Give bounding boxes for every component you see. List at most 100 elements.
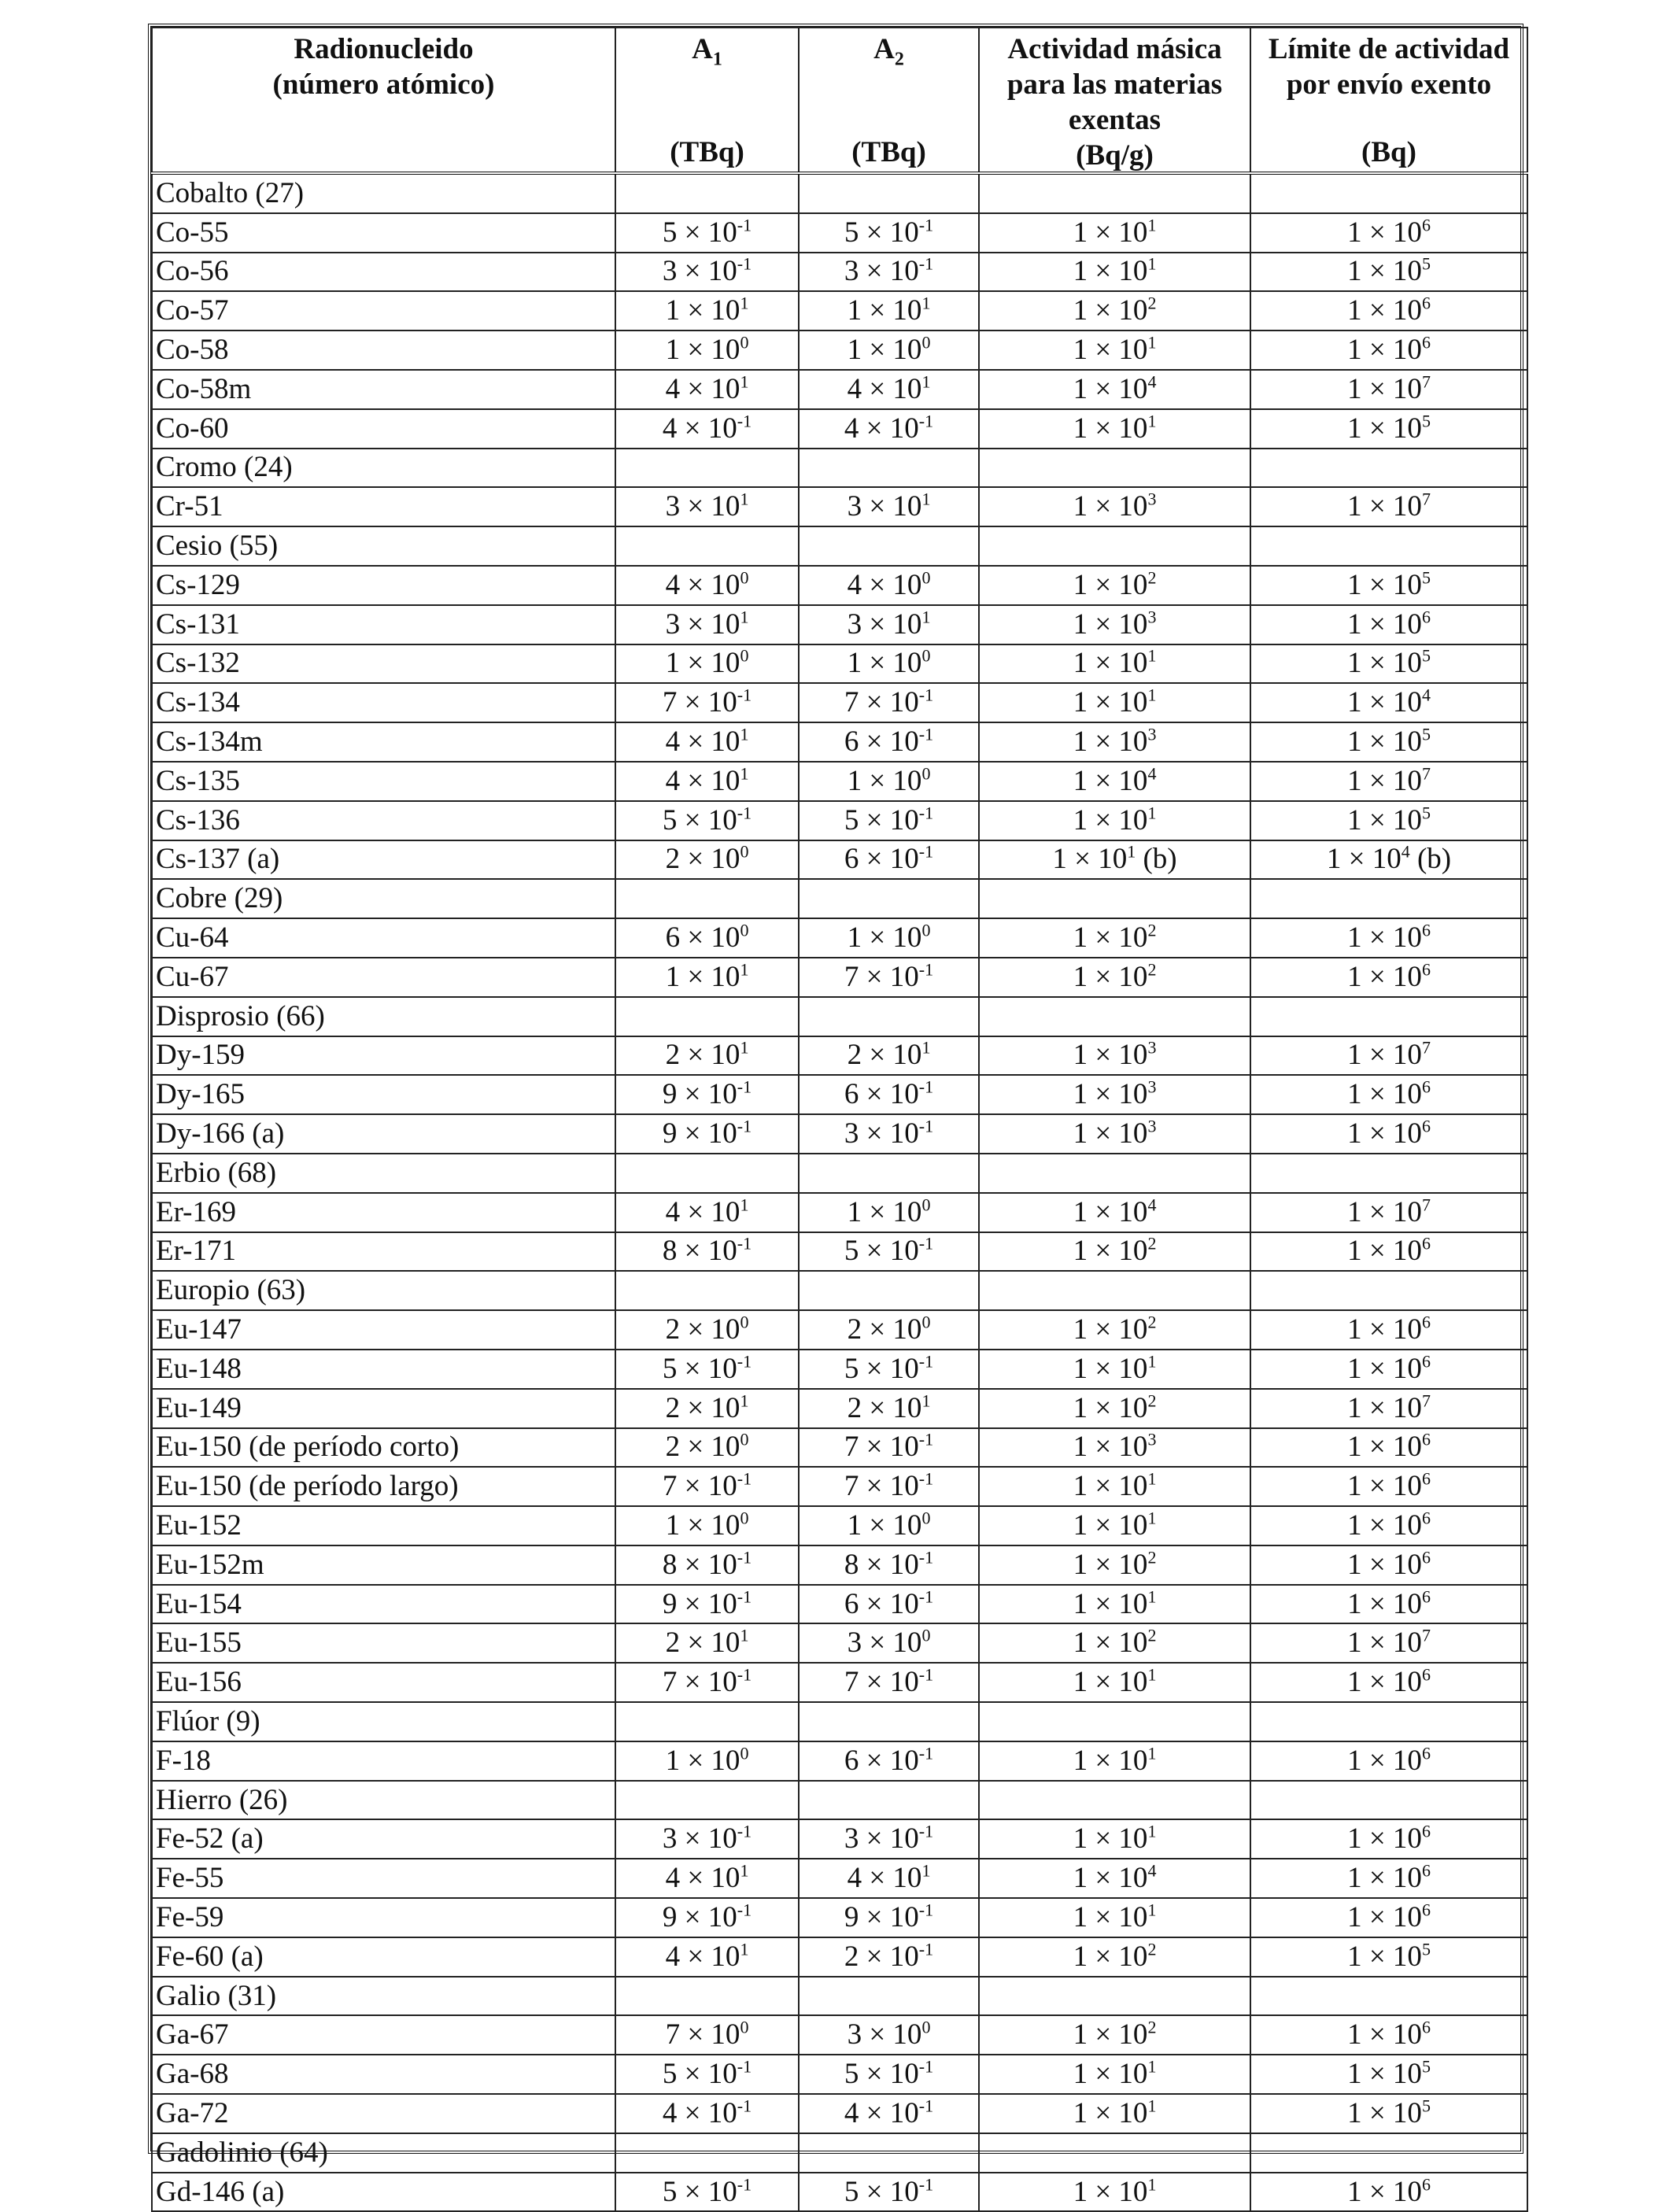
element-group-row: Flúor (9) [151, 1701, 1528, 1742]
mass-cell: 1 × 104 [978, 1858, 1251, 1900]
a1-cell: 7 × 10-1 [615, 1662, 800, 1704]
a1-mantissa: 5 [662, 2175, 678, 2208]
mass-cell [978, 172, 1251, 214]
radionuclide-cell: Eu-149 [151, 1387, 616, 1429]
radionuclide-cell: Eu-147 [151, 1309, 616, 1350]
limit-exponent: 6 [1421, 1312, 1431, 1332]
limit-mantissa: 1 [1347, 607, 1362, 641]
a1-exponent: 1 [740, 1860, 749, 1881]
a1-cell: 9 × 10-1 [615, 1113, 800, 1154]
a1-exponent: 1 [740, 607, 749, 627]
a1-exponent: -1 [737, 1468, 752, 1489]
table-row: Eu-154 9 × 10-1 6 × 10-1 1 × 101 1 × 106 [151, 1583, 1528, 1625]
element-group-row: Erbio (68) [151, 1152, 1528, 1194]
a1-cell [615, 172, 800, 214]
a1-mantissa: 5 [662, 803, 678, 836]
radionuclide-cell: Eu-155 [151, 1623, 616, 1664]
limit-mantissa: 1 [1347, 412, 1362, 445]
limit-cell: 1 × 106 [1250, 1466, 1528, 1508]
element-name-cell: Erbio (68) [151, 1152, 616, 1194]
a2-mantissa: 7 [844, 1431, 859, 1464]
mass-mantissa: 1 [1073, 1470, 1088, 1503]
a1-cell [615, 1701, 800, 1742]
mass-exponent: 1 [1147, 1468, 1157, 1489]
a2-exponent: -1 [918, 215, 934, 235]
table-row: Eu-147 2 × 100 2 × 100 1 × 102 1 × 106 [151, 1309, 1528, 1350]
limit-cell: 1 × 106 [1250, 1505, 1528, 1546]
a2-cell: 4 × 101 [798, 368, 980, 410]
a2-exponent: 0 [921, 646, 931, 667]
header-consignment-limit: Límite de actividad por envío exento (Bq… [1250, 27, 1528, 175]
limit-mantissa: 1 [1347, 2058, 1362, 2091]
limit-cell: 1 × 107 [1250, 1623, 1528, 1664]
a2-cell [798, 1975, 980, 2017]
limit-mantissa: 1 [1347, 334, 1362, 367]
element-group-row: Gadolinio (64) [151, 2132, 1528, 2173]
limit-exponent: 6 [1421, 1116, 1431, 1136]
a1-mantissa: 1 [665, 1509, 681, 1542]
limit-mantissa: 1 [1347, 1509, 1362, 1542]
limit-cell: 1 × 107 [1250, 486, 1528, 528]
a1-cell: 1 × 100 [615, 1505, 800, 1546]
element-group-row: Cesio (55) [151, 526, 1528, 567]
a2-exponent: 1 [921, 607, 931, 627]
limit-exponent: 7 [1421, 371, 1431, 392]
limit-cell: 1 × 106 [1250, 1662, 1528, 1704]
a1-cell: 7 × 10-1 [615, 682, 800, 724]
a2-mantissa: 4 [847, 372, 862, 405]
limit-exponent: 6 [1421, 1076, 1431, 1097]
limit-cell: 1 × 106 [1250, 1348, 1528, 1390]
mass-cell [978, 1975, 1251, 2017]
radionuclide-cell: Cs-131 [151, 604, 616, 645]
limit-note: (b) [1409, 843, 1452, 876]
limit-exponent: 5 [1421, 254, 1431, 275]
radionuclide-cell: Eu-152m [151, 1544, 616, 1586]
mass-mantissa: 1 [1073, 764, 1088, 797]
radionuclide-cell: Cs-135 [151, 760, 616, 802]
a1-mantissa: 4 [665, 372, 681, 405]
mass-note: (b) [1136, 843, 1177, 876]
mass-cell: 1 × 101 [978, 408, 1251, 449]
mass-cell: 1 × 103 [978, 1113, 1251, 1154]
a1-cell [615, 1779, 800, 1821]
mass-cell: 1 × 101 [978, 251, 1251, 293]
mass-exponent: 2 [1147, 1939, 1157, 1959]
a2-mantissa: 2 [847, 1391, 862, 1424]
a1-exponent: 1 [740, 763, 749, 784]
limit-mantissa: 1 [1347, 921, 1362, 955]
a2-cell [798, 447, 980, 489]
limit-mantissa: 1 [1347, 1391, 1362, 1424]
a2-cell: 2 × 100 [798, 1309, 980, 1350]
table-row: Cs-131 3 × 101 3 × 101 1 × 103 1 × 106 [151, 604, 1528, 645]
limit-cell: 1 × 106 [1250, 1740, 1528, 1782]
a2-exponent: -1 [918, 1939, 934, 1959]
limit-mantissa: 1 [1347, 2096, 1362, 2129]
limit-exponent: 4 [1421, 685, 1431, 705]
limit-mantissa: 1 [1347, 1431, 1362, 1464]
mass-cell: 1 × 102 [978, 918, 1251, 958]
table-row: Fe-60 (a) 4 × 101 2 × 10-1 1 × 102 1 × 105 [151, 1936, 1528, 1978]
element-group-row: Cromo (24) [151, 447, 1528, 489]
limit-mantissa: 1 [1347, 1940, 1362, 1973]
limit-mantissa: 1 [1347, 1470, 1362, 1503]
a2-mantissa: 5 [844, 2058, 859, 2091]
a1-cell: 2 × 101 [615, 1387, 800, 1429]
a2-cell: 7 × 10-1 [798, 956, 980, 998]
mass-cell: 1 × 101 [978, 1505, 1251, 1546]
radionuclide-cell: Co-56 [151, 251, 616, 293]
a1-mantissa: 7 [665, 2018, 681, 2051]
limit-cell: 1 × 106 [1250, 1819, 1528, 1860]
element-name-cell: Cobre (29) [151, 878, 616, 920]
a2-exponent: 0 [921, 567, 931, 588]
a1-cell: 5 × 10-1 [615, 799, 800, 841]
limit-cell: 1 × 105 [1250, 408, 1528, 449]
a1-cell: 1 × 101 [615, 290, 800, 332]
mass-mantissa: 1 [1073, 1195, 1088, 1228]
a1-mantissa: 4 [662, 412, 678, 445]
radionuclide-table: Radionucleido (número atómico) A1 (TBq) … [151, 27, 1528, 2212]
a1-cell: 4 × 10-1 [615, 408, 800, 449]
a2-exponent: -1 [918, 2056, 934, 2077]
a2-cell: 5 × 10-1 [798, 1231, 980, 1272]
limit-mantissa: 1 [1347, 372, 1362, 405]
a1-mantissa: 4 [662, 2096, 678, 2129]
